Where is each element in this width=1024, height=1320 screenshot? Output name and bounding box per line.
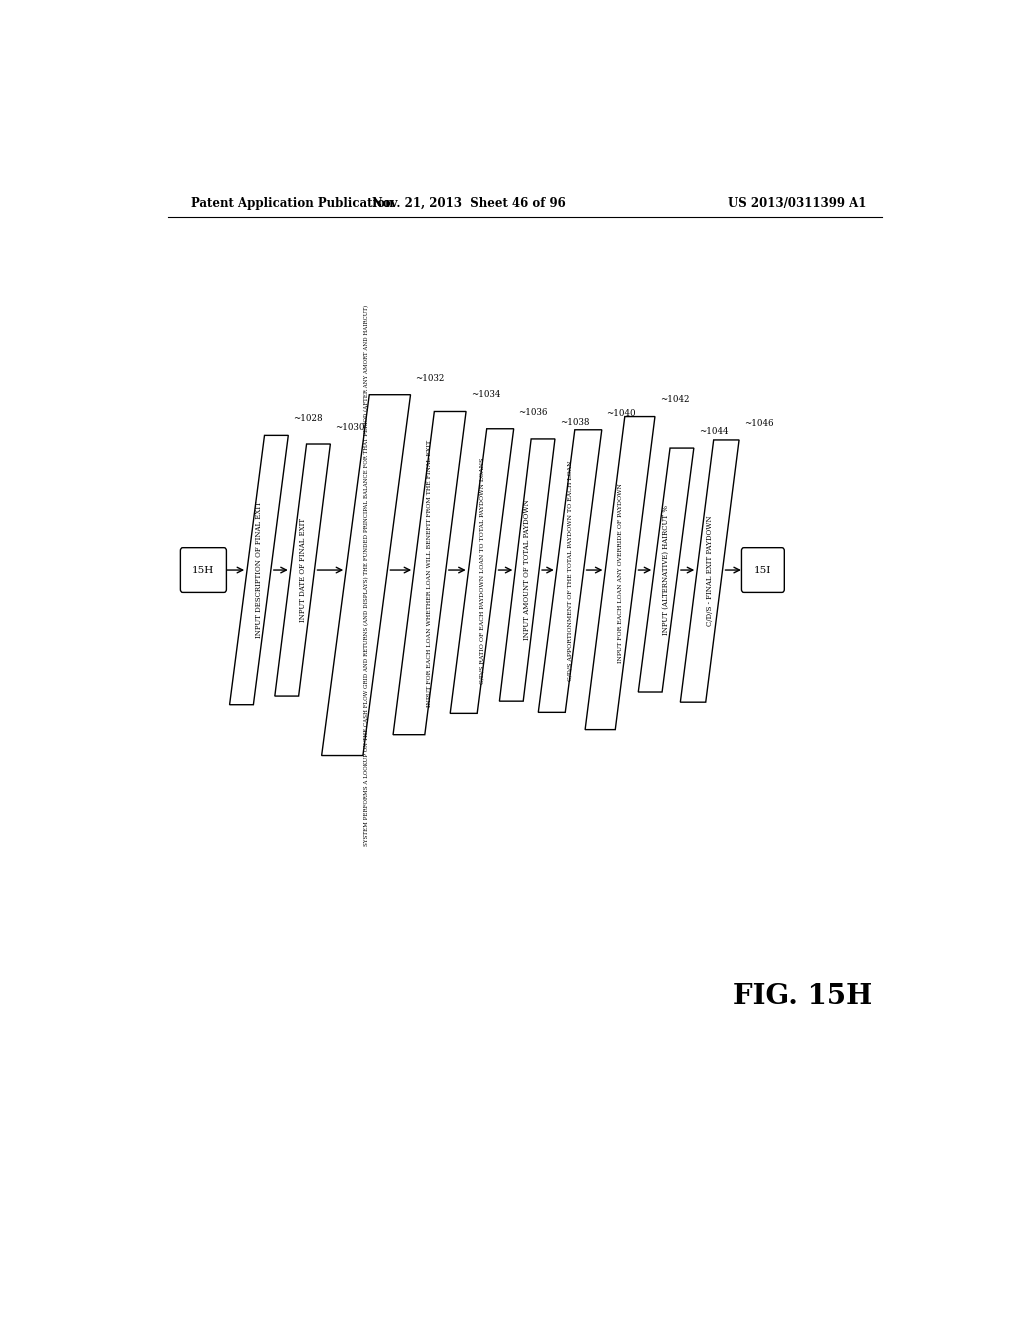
Polygon shape bbox=[680, 440, 739, 702]
Text: ~1036: ~1036 bbox=[518, 408, 548, 417]
FancyBboxPatch shape bbox=[180, 548, 226, 593]
Polygon shape bbox=[539, 430, 602, 713]
Text: C/D/S - FINAL EXIT PAYDOWN: C/D/S - FINAL EXIT PAYDOWN bbox=[706, 516, 714, 627]
Text: Patent Application Publication: Patent Application Publication bbox=[191, 197, 394, 210]
Polygon shape bbox=[274, 444, 331, 696]
Text: ~1040: ~1040 bbox=[606, 409, 636, 417]
Text: 15H: 15H bbox=[193, 565, 214, 574]
Text: FIG. 15H: FIG. 15H bbox=[733, 983, 872, 1010]
Text: US 2013/0311399 A1: US 2013/0311399 A1 bbox=[728, 197, 866, 210]
Polygon shape bbox=[393, 412, 466, 735]
Polygon shape bbox=[638, 447, 694, 692]
Text: INPUT AMOUNT OF TOTAL PAYDOWN: INPUT AMOUNT OF TOTAL PAYDOWN bbox=[523, 500, 531, 640]
Polygon shape bbox=[500, 440, 555, 701]
Text: ~1030: ~1030 bbox=[335, 422, 365, 432]
Polygon shape bbox=[585, 417, 655, 730]
Text: INPUT FOR EACH LOAN WHETHER LOAN WILL BENEFIT FROM THE FINAL EXIT: INPUT FOR EACH LOAN WHETHER LOAN WILL BE… bbox=[427, 440, 432, 706]
Text: ~1038: ~1038 bbox=[560, 417, 589, 426]
Text: INPUT DESCRIPTION OF FINAL EXIT: INPUT DESCRIPTION OF FINAL EXIT bbox=[255, 502, 263, 639]
Text: INPUT (ALTERNATIVE) HAIRCUT %: INPUT (ALTERNATIVE) HAIRCUT % bbox=[663, 506, 670, 635]
FancyBboxPatch shape bbox=[741, 548, 784, 593]
Text: ~1034: ~1034 bbox=[471, 391, 500, 399]
Text: INPUT FOR EACH LOAN ANY OVERRIDE OF PAYDOWN: INPUT FOR EACH LOAN ANY OVERRIDE OF PAYD… bbox=[617, 483, 623, 663]
Text: ~1044: ~1044 bbox=[698, 426, 728, 436]
Polygon shape bbox=[322, 395, 411, 755]
Text: ~1042: ~1042 bbox=[659, 396, 689, 404]
Text: 15I: 15I bbox=[755, 565, 771, 574]
Text: ~1028: ~1028 bbox=[293, 414, 323, 424]
Text: INPUT DATE OF FINAL EXIT: INPUT DATE OF FINAL EXIT bbox=[299, 517, 306, 622]
Text: C/D/S RATIO OF EACH PAYDOWN LOAN TO TOTAL PAYDOWN LOANS: C/D/S RATIO OF EACH PAYDOWN LOAN TO TOTA… bbox=[479, 458, 484, 684]
Text: SYSTEM PERFORMS A LOOKUP ON THE CASH FLOW GRID AND RETURNS (AND DISPLAYS) THE FU: SYSTEM PERFORMS A LOOKUP ON THE CASH FLO… bbox=[364, 305, 369, 846]
Text: Nov. 21, 2013  Sheet 46 of 96: Nov. 21, 2013 Sheet 46 of 96 bbox=[373, 197, 566, 210]
Text: C/D/S APPORTIONMENT OF THE TOTAL PAYDOWN TO EACH LOAN: C/D/S APPORTIONMENT OF THE TOTAL PAYDOWN… bbox=[567, 461, 572, 681]
Polygon shape bbox=[451, 429, 514, 713]
Polygon shape bbox=[229, 436, 289, 705]
Text: ~1046: ~1046 bbox=[743, 418, 773, 428]
Text: ~1032: ~1032 bbox=[416, 374, 444, 383]
